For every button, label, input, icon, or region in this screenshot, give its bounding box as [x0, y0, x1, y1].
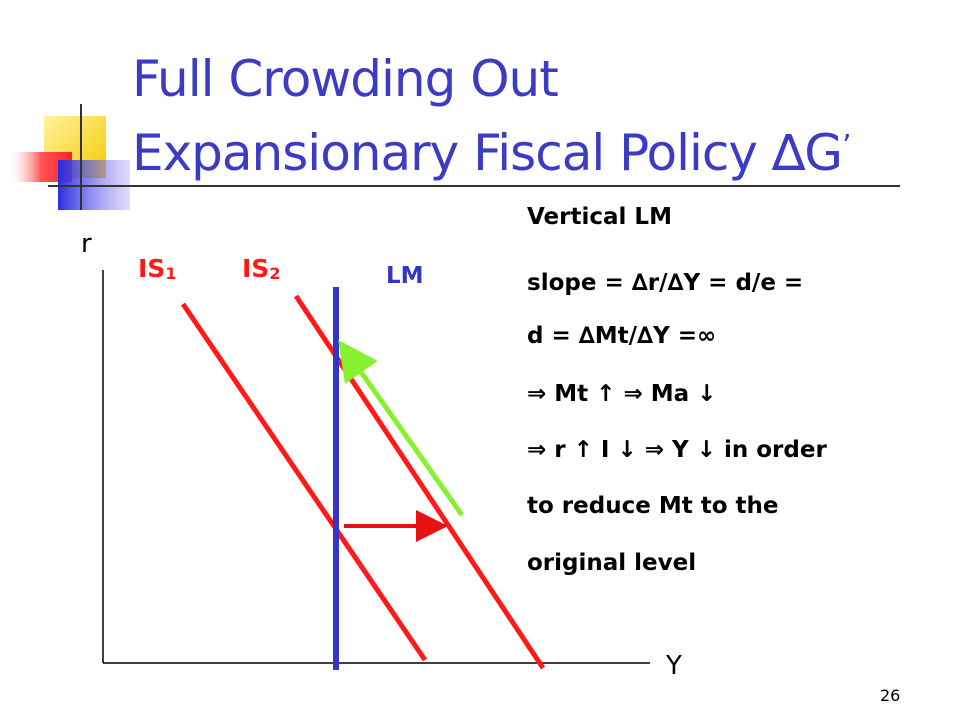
- is1-label-main: IS: [138, 254, 166, 283]
- note-line-7: original level: [527, 550, 697, 576]
- x-axis-label: Y: [666, 651, 682, 681]
- note-line-5: ⇒ r ↑ I ↓ ⇒ Y ↓ in order: [527, 437, 827, 463]
- lm-label: LM: [386, 263, 424, 289]
- note-line-2: slope = ∆r/∆Y = d/e =: [527, 270, 804, 296]
- title-line-2-text: Expansionary Fiscal Policy ∆G: [132, 124, 843, 182]
- is1-label-sub: 1: [165, 264, 177, 283]
- note-line-4: ⇒ Mt ↑ ⇒ Ma ↓: [527, 381, 717, 407]
- note-line-6: to reduce Mt to the: [527, 493, 779, 519]
- is2-label-sub: 2: [269, 264, 281, 283]
- title-prime-mark: ’: [842, 129, 851, 164]
- note-line-3: d = ∆Mt/∆Y =∞: [527, 323, 717, 349]
- page-number: 26: [880, 686, 901, 705]
- is1-curve: [180, 302, 428, 662]
- title-line-2: Expansionary Fiscal Policy ∆G’: [132, 124, 852, 182]
- note-line-1: Vertical LM: [527, 204, 672, 230]
- title-line-1-text: Full Crowding Out: [132, 50, 559, 108]
- crowding-out-arrow: [338, 339, 465, 517]
- title-line-1: Full Crowding Out: [132, 50, 559, 108]
- is2-label-main: IS: [242, 254, 270, 283]
- y-axis-label: r: [81, 229, 92, 259]
- is2-label: IS2: [242, 254, 280, 283]
- is1-label: IS1: [138, 254, 176, 283]
